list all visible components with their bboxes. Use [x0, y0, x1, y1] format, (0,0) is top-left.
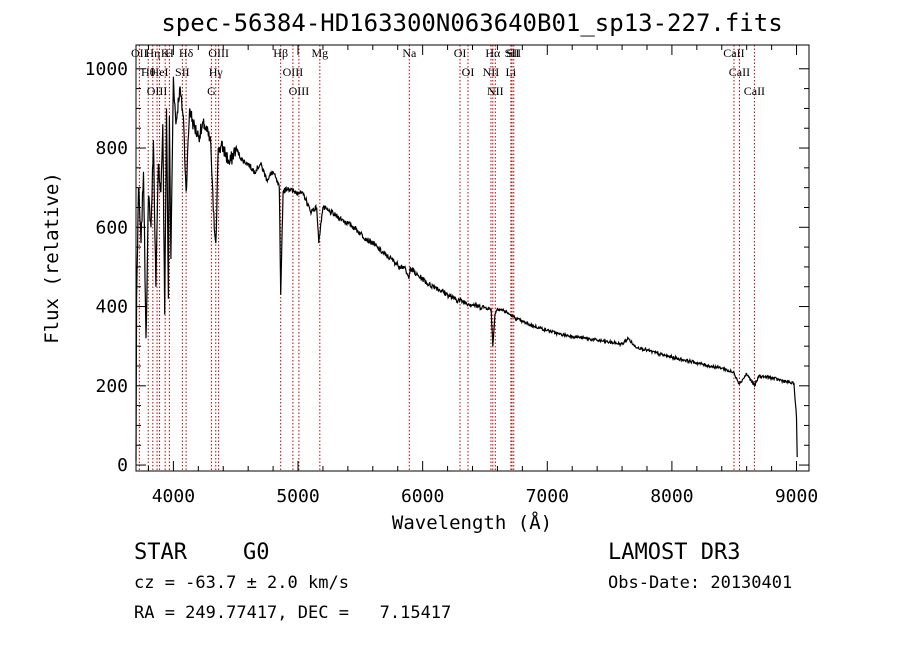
y-axis-ticks: 0 200 400 600 800 1000: [85, 59, 809, 476]
spectrum-line: [135, 76, 798, 462]
spectral-line-label: Mg: [311, 46, 328, 60]
redshift-velocity: cz = -63.7 ± 2.0 km/s: [134, 573, 349, 593]
object-class: STAR: [134, 540, 187, 565]
spectral-line-label: CaII: [729, 65, 750, 79]
spectral-line-label: NII: [483, 65, 500, 79]
spectral-line-label: OI: [454, 46, 467, 60]
x-axis-ticks: 4000 5000 6000 7000 8000 9000: [147, 45, 818, 507]
x-tick-label: 4000: [152, 486, 195, 507]
spectral-line-label: OIII: [147, 84, 168, 98]
x-tick-label: 5000: [276, 486, 319, 507]
spectral-line-label: OII: [131, 46, 148, 60]
chart-title: spec-56384-HD163300N063640B01_sp13-227.f…: [161, 9, 782, 37]
y-tick-label: 400: [95, 297, 128, 318]
spectral-line-label: CaII: [723, 46, 744, 60]
spectral-line-label: Hη: [145, 46, 160, 60]
x-tick-label: 9000: [775, 486, 818, 507]
y-tick-label: 0: [117, 455, 128, 476]
observation-date: Obs-Date: 20130401: [608, 573, 793, 593]
spectral-line-label: SII: [175, 65, 190, 79]
spectral-line-label: OIII: [208, 46, 229, 60]
spectral-line-label: Hβ: [273, 46, 288, 60]
spectral-line-label: NII: [487, 84, 504, 98]
y-tick-label: 200: [95, 376, 128, 397]
spectral-line-label: G: [207, 84, 216, 98]
x-tick-label: 7000: [526, 486, 569, 507]
spectral-line-label: OIII: [289, 84, 310, 98]
survey-name: LAMOST DR3: [608, 540, 741, 565]
spectral-line-label: HeI: [151, 65, 169, 79]
spectral-line-markers: [138, 45, 755, 471]
spectral-line-label: Hα: [485, 46, 501, 60]
spectral-line-label: H: [165, 46, 174, 60]
spectral-line-label: Li: [506, 65, 517, 79]
spectral-line-label: Hγ: [209, 65, 224, 79]
spectral-line-label: Hδ: [179, 46, 194, 60]
spectral-line-label: SII: [505, 46, 520, 60]
object-subclass: G0: [243, 540, 270, 565]
spectral-line-label: OI: [462, 65, 475, 79]
y-tick-label: 800: [95, 138, 128, 159]
y-axis-label: Flux (relative): [41, 172, 63, 344]
y-tick-label: 600: [95, 217, 128, 238]
ra-dec-coordinates: RA = 249.77417, DEC = 7.15417: [134, 603, 452, 623]
spectral-line-label: Na: [402, 46, 417, 60]
spectral-line-label: K: [161, 46, 170, 60]
x-axis-label: Wavelength (Å): [392, 511, 552, 534]
spectral-line-label: OIII: [283, 65, 304, 79]
spectral-line-label: SII: [506, 46, 521, 60]
y-tick-label: 1000: [85, 59, 128, 80]
x-tick-label: 8000: [650, 486, 693, 507]
plot-frame: [135, 44, 810, 472]
spectral-line-label: CaII: [744, 84, 765, 98]
x-tick-label: 6000: [401, 486, 444, 507]
